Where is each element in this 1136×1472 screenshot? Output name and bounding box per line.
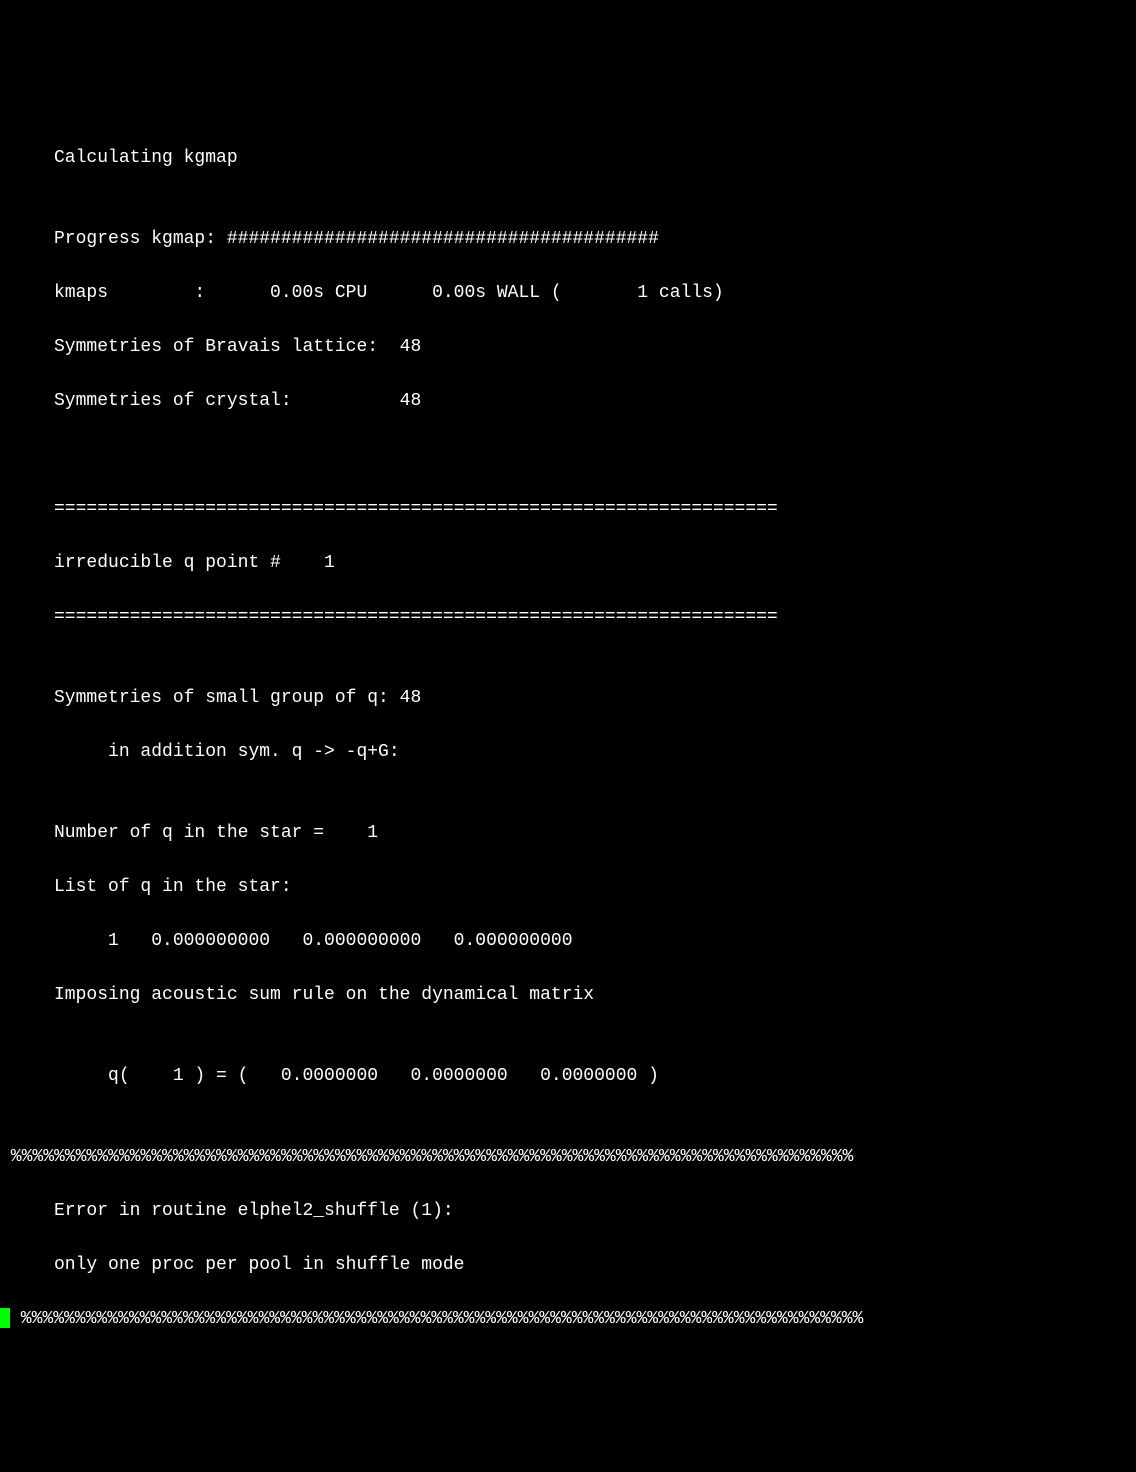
imposing-line: Imposing acoustic sum rule on the dynami…	[0, 982, 1136, 1009]
error-msg-line: only one proc per pool in shuffle mode	[0, 1252, 1136, 1279]
progress-line: Progress kgmap: ########################…	[0, 226, 1136, 253]
num-q-star-line: Number of q in the star = 1	[0, 820, 1136, 847]
sym-small-line: Symmetries of small group of q: 48	[0, 685, 1136, 712]
error-border-text: %%%%%%%%%%%%%%%%%%%%%%%%%%%%%%%%%%%%%%%%…	[10, 1309, 863, 1329]
sym-addition-line: in addition sym. q -> -q+G:	[0, 739, 1136, 766]
terminal-output: Calculating kgmap Progress kgmap: ######…	[0, 118, 1136, 1360]
terminal-cursor	[0, 1308, 10, 1328]
error-border-line: %%%%%%%%%%%%%%%%%%%%%%%%%%%%%%%%%%%%%%%%…	[0, 1144, 1136, 1171]
divider-line: ========================================…	[0, 604, 1136, 631]
qpoint-header-line: irreducible q point # 1	[0, 550, 1136, 577]
sym-crystal-line: Symmetries of crystal: 48	[0, 388, 1136, 415]
kmaps-timing-line: kmaps : 0.00s CPU 0.00s WALL ( 1 calls)	[0, 280, 1136, 307]
error-border-cursor-line: %%%%%%%%%%%%%%%%%%%%%%%%%%%%%%%%%%%%%%%%…	[0, 1306, 1136, 1333]
error-routine-line: Error in routine elphel2_shuffle (1):	[0, 1198, 1136, 1225]
calc-header-line: Calculating kgmap	[0, 145, 1136, 172]
q-values-line: 1 0.000000000 0.000000000 0.000000000	[0, 928, 1136, 955]
sym-bravais-line: Symmetries of Bravais lattice: 48	[0, 334, 1136, 361]
q-coord-line: q( 1 ) = ( 0.0000000 0.0000000 0.0000000…	[0, 1063, 1136, 1090]
divider-line: ========================================…	[0, 496, 1136, 523]
list-q-star-line: List of q in the star:	[0, 874, 1136, 901]
